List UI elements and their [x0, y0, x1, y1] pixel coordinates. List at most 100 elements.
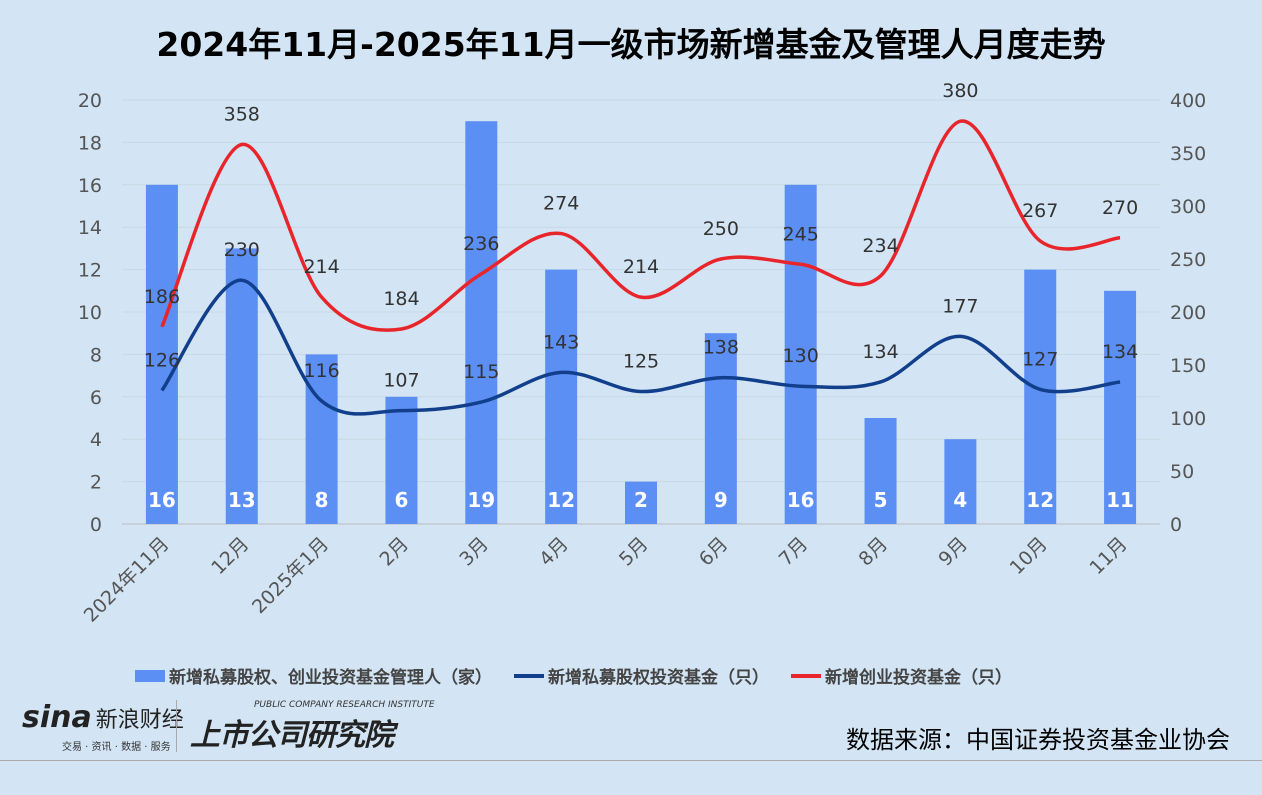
x-tick-label: 3月: [455, 533, 493, 571]
chart-plot: 0246810121416182005010015020025030035040…: [78, 80, 1206, 627]
right-tick-label: 50: [1170, 461, 1194, 483]
bar: [145, 184, 178, 525]
right-tick-label: 250: [1170, 249, 1206, 271]
institute-logo: PUBLIC COMPANY RESEARCH INSTITUTE 上市公司研究院: [190, 700, 435, 754]
sina-subtitle: 交易 · 资讯 · 数据 · 服务: [62, 742, 171, 753]
institute-cn: 上市公司研究院: [190, 718, 394, 753]
line-value-label: 177: [942, 295, 978, 317]
line-value-label: 245: [783, 223, 819, 245]
left-tick-label: 0: [90, 514, 102, 536]
line-value-label: 274: [543, 193, 579, 215]
x-tick-label: 2月: [375, 533, 413, 571]
sina-cn-text: 新浪财经: [95, 708, 184, 733]
line-value-label: 267: [1022, 200, 1058, 222]
bar: [465, 121, 498, 524]
legend-swatch: [135, 669, 165, 682]
left-tick-label: 20: [78, 90, 102, 112]
x-tick-label: 2024年11月: [80, 533, 174, 627]
x-tick-label: 8月: [855, 533, 893, 571]
x-tick-label: 7月: [775, 533, 813, 571]
bar-value-label: 8: [315, 488, 329, 512]
left-tick-label: 6: [90, 387, 102, 409]
line-value-label: 116: [303, 360, 339, 382]
sina-finance-logo: sina 新浪财经交易 · 资讯 · 数据 · 服务: [22, 700, 184, 753]
x-tick-label: 10月: [1006, 533, 1052, 579]
legend-item-pe: 新增私募股权投资基金（只）: [514, 663, 769, 688]
line-value-label: 134: [862, 341, 898, 363]
line-value-label: 134: [1102, 341, 1138, 363]
data-source: 数据来源：中国证券投资基金业协会: [846, 726, 1230, 754]
line-value-label: 115: [463, 361, 499, 383]
legend-swatch: [514, 673, 544, 678]
bar: [944, 439, 977, 524]
line-value-label: 126: [144, 349, 180, 371]
left-tick-label: 18: [78, 132, 102, 154]
line-value-label: 250: [703, 218, 739, 240]
chart-title: 2024年11月-2025年11月一级市场新增基金及管理人月度走势: [156, 25, 1106, 64]
line-value-label: 184: [383, 288, 419, 310]
bar-value-label: 4: [953, 488, 967, 512]
x-tick-label: 6月: [695, 533, 733, 571]
legend-label: 新增创业投资基金（只）: [825, 668, 1012, 688]
bar-value-label: 16: [787, 488, 815, 512]
line-value-label: 125: [623, 351, 659, 373]
left-tick-label: 4: [90, 429, 102, 451]
legend-label: 新增私募股权投资基金（只）: [548, 668, 769, 688]
line-value-label: 230: [224, 239, 260, 261]
right-tick-label: 100: [1170, 408, 1206, 430]
bar: [704, 333, 737, 524]
bar-value-label: 12: [547, 488, 575, 512]
legend-item-vc: 新增创业投资基金（只）: [791, 663, 1012, 688]
left-tick-label: 14: [78, 217, 102, 239]
legend-swatch: [791, 673, 821, 678]
line-value-label: 270: [1102, 197, 1138, 219]
bar: [305, 354, 338, 524]
bar: [1024, 269, 1057, 524]
line-value-label: 214: [623, 256, 659, 278]
line-value-label: 214: [303, 256, 339, 278]
line-value-label: 358: [224, 104, 260, 126]
line-value-label: 143: [543, 331, 579, 353]
bar: [225, 248, 258, 524]
bar-value-label: 6: [395, 488, 409, 512]
left-tick-label: 8: [90, 344, 102, 366]
right-tick-label: 200: [1170, 302, 1206, 324]
left-tick-label: 10: [78, 302, 102, 324]
series-line: [160, 278, 1121, 416]
x-tick-label: 5月: [615, 533, 653, 571]
line-value-label: 234: [862, 235, 898, 257]
legend: 新增私募股权、创业投资基金管理人（家） 新增私募股权投资基金（只） 新增创业投资…: [135, 663, 1012, 688]
line-value-label: 236: [463, 233, 499, 255]
bar: [385, 396, 418, 524]
legend-item-bar: 新增私募股权、创业投资基金管理人（家）: [135, 663, 492, 688]
bar: [625, 481, 657, 524]
bar-value-label: 12: [1026, 488, 1054, 512]
bar-value-label: 13: [228, 488, 256, 512]
x-tick-label: 11月: [1086, 533, 1132, 579]
bar-value-label: 19: [467, 488, 495, 512]
left-tick-label: 16: [78, 175, 102, 197]
bar: [864, 418, 897, 524]
bar-value-label: 16: [148, 488, 176, 512]
bar-value-label: 2: [634, 488, 648, 512]
right-tick-label: 400: [1170, 90, 1206, 112]
x-tick-label: 2025年1月: [248, 533, 333, 618]
bar: [784, 184, 817, 525]
line-value-label: 186: [144, 286, 180, 308]
right-tick-label: 0: [1170, 514, 1182, 536]
sina-logo-text: sina: [22, 700, 92, 735]
line-value-label: 107: [383, 370, 419, 392]
right-tick-label: 350: [1170, 143, 1206, 165]
left-tick-label: 2: [90, 472, 102, 494]
line-value-label: 127: [1022, 348, 1058, 370]
series-line: [160, 119, 1121, 332]
bar-value-label: 9: [714, 488, 728, 512]
bottom-divider: [0, 760, 1262, 761]
bar: [545, 269, 578, 524]
institute-en: PUBLIC COMPANY RESEARCH INSTITUTE: [254, 700, 435, 710]
x-tick-label: 4月: [535, 533, 573, 571]
line-value-label: 138: [703, 337, 739, 359]
legend-label: 新增私募股权、创业投资基金管理人（家）: [169, 668, 492, 688]
left-tick-label: 12: [78, 260, 102, 282]
